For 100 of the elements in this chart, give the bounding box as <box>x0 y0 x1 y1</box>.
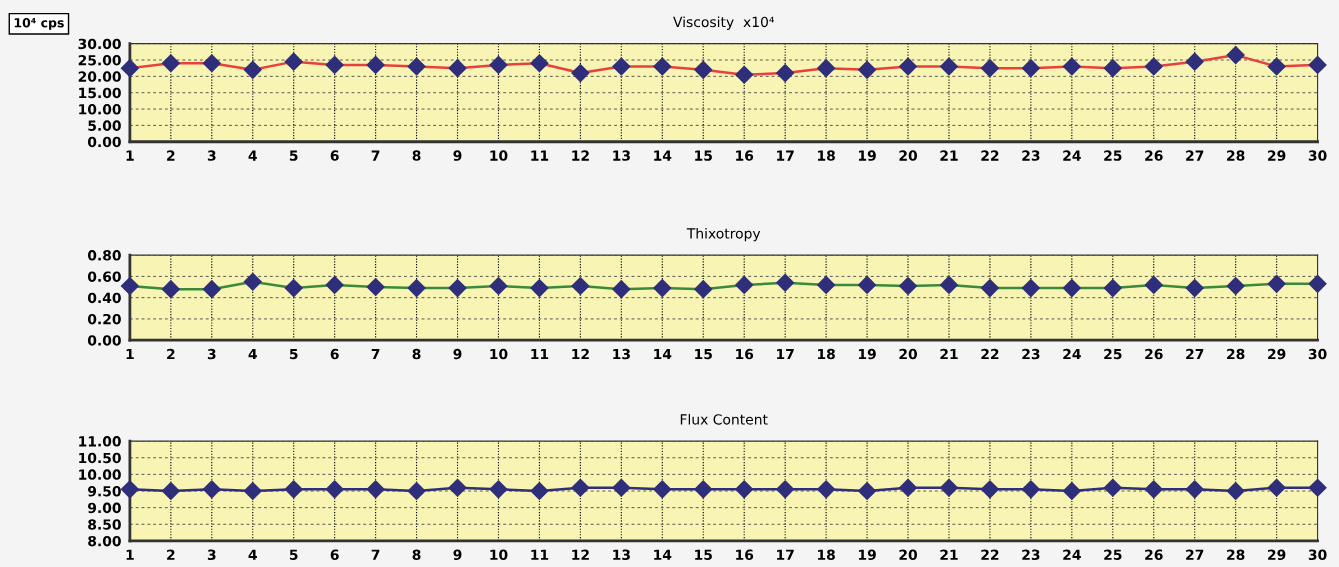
y-tick-label: 5.00 <box>88 120 121 131</box>
x-tick-label: 21 <box>940 150 958 161</box>
point <box>1103 58 1123 78</box>
y-tick-label: 0.40 <box>87 292 121 304</box>
point <box>980 278 1000 298</box>
x-tick-label: 30 <box>1308 150 1327 161</box>
point <box>120 276 140 296</box>
point <box>1267 57 1286 76</box>
x-tick-label: 1 <box>126 549 134 560</box>
x-tick-label: 7 <box>371 549 380 560</box>
point <box>857 275 877 295</box>
x-tick-label: 30 <box>1308 549 1327 560</box>
point <box>161 279 181 299</box>
y-tick-label: 10.50 <box>79 452 121 464</box>
point <box>407 278 426 298</box>
x-tick-label: 23 <box>1022 150 1040 161</box>
y-tick-label: 30.00 <box>78 38 121 50</box>
x-tick-label: 5 <box>289 549 298 560</box>
point <box>1144 275 1164 295</box>
point <box>325 55 344 75</box>
x-tick-label: 21 <box>940 549 958 560</box>
y-tick-label: 15.00 <box>79 87 121 99</box>
y-tick-label: 0.00 <box>87 335 121 346</box>
x-tick-label: 11 <box>531 150 549 161</box>
x-tick-label: 13 <box>613 150 630 161</box>
x-tick-label: 24 <box>1063 549 1081 560</box>
x-tick-label: 15 <box>695 348 712 360</box>
x-tick-label: 20 <box>899 348 918 360</box>
x-tick-label: 24 <box>1063 348 1081 360</box>
x-tick-label: 28 <box>1227 150 1245 161</box>
x-tick-label: 18 <box>818 549 835 560</box>
point <box>1267 274 1286 294</box>
point <box>530 53 549 73</box>
point <box>202 53 222 73</box>
x-tick-label: 13 <box>613 348 630 360</box>
x-tick-label: 18 <box>818 150 835 161</box>
x-tick-label: 20 <box>899 549 918 560</box>
chart-title: Viscosity x10⁴ <box>673 16 775 30</box>
x-tick-label: 28 <box>1227 348 1245 360</box>
x-tick-label: 3 <box>207 549 216 560</box>
point <box>202 279 222 299</box>
x-tick-label: 26 <box>1145 348 1163 360</box>
point <box>775 273 795 293</box>
x-tick-label: 22 <box>981 348 999 360</box>
x-tick-label: 16 <box>736 348 754 360</box>
x-tick-label: 2 <box>167 150 175 161</box>
x-tick-label: 29 <box>1268 150 1286 161</box>
point <box>161 53 181 73</box>
x-tick-label: 14 <box>654 348 672 360</box>
point <box>489 55 508 75</box>
x-tick-label: 27 <box>1186 549 1204 560</box>
x-tick-label: 16 <box>736 549 754 560</box>
x-tick-label: 16 <box>736 150 754 161</box>
y-tick-label: 0.20 <box>87 313 121 325</box>
point <box>1021 278 1041 298</box>
point <box>407 57 426 76</box>
x-tick-label: 12 <box>572 150 589 161</box>
x-tick-label: 5 <box>289 348 298 360</box>
x-tick-label: 10 <box>490 549 508 560</box>
x-tick-label: 7 <box>371 150 380 161</box>
x-tick-label: 10 <box>490 348 508 360</box>
point <box>816 275 836 295</box>
point <box>243 272 263 292</box>
x-tick-label: 15 <box>695 150 712 161</box>
x-tick-label: 12 <box>572 348 589 360</box>
point <box>1185 52 1205 71</box>
y-tick-label: 20.00 <box>78 71 121 82</box>
x-tick-label: 28 <box>1227 549 1245 560</box>
x-tick-label: 4 <box>248 150 257 161</box>
point <box>284 278 304 298</box>
x-tick-label: 7 <box>371 348 380 360</box>
point <box>1185 278 1205 298</box>
x-tick-label: 29 <box>1268 549 1286 560</box>
point <box>980 58 1000 78</box>
x-tick-label: 26 <box>1145 150 1163 161</box>
x-tick-label: 14 <box>654 150 672 161</box>
point <box>816 58 836 78</box>
x-tick-label: 9 <box>453 150 462 161</box>
x-tick-label: 23 <box>1022 549 1040 560</box>
x-tick-label: 22 <box>981 150 999 161</box>
y-tick-label: 10.00 <box>79 469 121 480</box>
x-tick-label: 17 <box>777 549 794 560</box>
chart-title: Flux Content <box>680 413 768 425</box>
y-tick-label: 9.00 <box>88 502 121 514</box>
point <box>1062 278 1082 298</box>
x-tick-label: 6 <box>330 348 339 360</box>
x-tick-label: 9 <box>453 348 462 360</box>
point <box>366 277 385 297</box>
point <box>939 275 959 295</box>
y-tick-label: 8.00 <box>88 535 121 547</box>
y-tick-label: 0.00 <box>87 136 121 148</box>
x-tick-label: 1 <box>126 348 134 360</box>
point <box>898 276 918 296</box>
x-tick-label: 4 <box>248 549 257 560</box>
x-tick-label: 4 <box>248 348 257 360</box>
x-tick-label: 17 <box>777 348 794 360</box>
y-tick-label: 0.80 <box>87 250 121 261</box>
x-tick-label: 6 <box>330 150 339 161</box>
x-tick-label: 25 <box>1104 549 1122 560</box>
point <box>734 275 754 295</box>
